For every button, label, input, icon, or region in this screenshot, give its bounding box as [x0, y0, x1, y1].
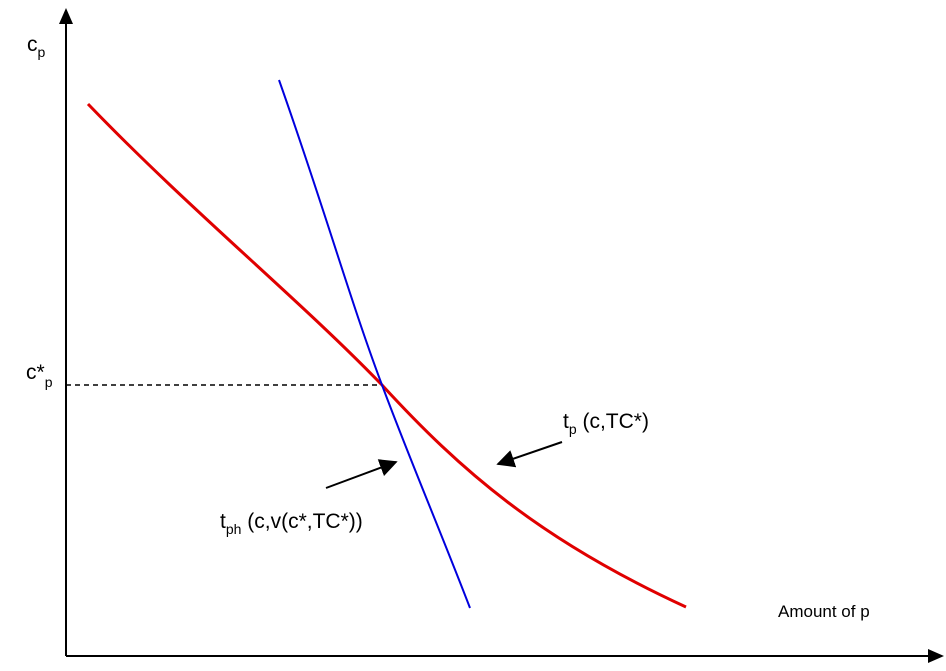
y-axis-arrowhead [59, 8, 73, 24]
tph-curve-label: tph (c,v(c*,TC*)) [220, 510, 363, 537]
c-star-label: c*p [26, 361, 53, 390]
x-axis-arrowhead [928, 649, 944, 663]
y-axis-label: cp [27, 33, 46, 60]
tp-pointer-arrow [496, 441, 563, 468]
x-axis-label: Amount of p [778, 602, 870, 621]
tp-curve [86, 102, 687, 609]
tp-curve-label: tp (c,TC*) [563, 410, 649, 437]
tph-curve [278, 79, 471, 609]
tph-pointer-arrow [325, 459, 398, 489]
